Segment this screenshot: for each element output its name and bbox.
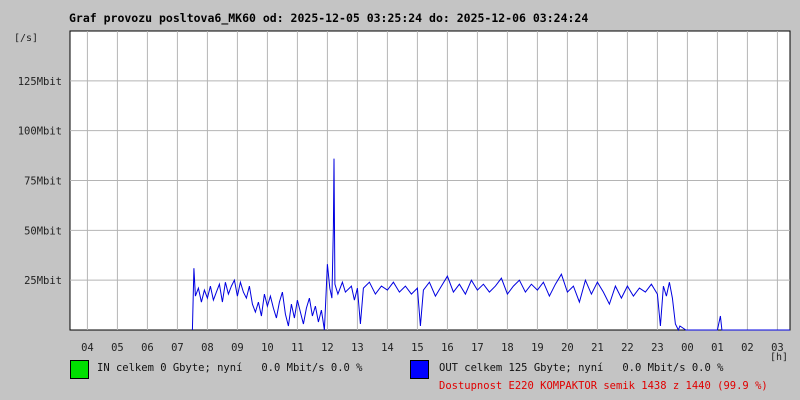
in-legend-swatch bbox=[70, 360, 89, 379]
x-tick-label: 11 bbox=[291, 342, 304, 354]
out-legend-swatch bbox=[410, 360, 429, 379]
x-axis-ticks: 04 05 06 07 08 09 10 11 12 13 14 15 16 17 18 19 20 21 22 23… bbox=[81, 342, 784, 354]
x-tick-label: 06 bbox=[141, 342, 154, 354]
out-traffic-series-line bbox=[191, 158, 790, 332]
x-tick-label: 17 bbox=[471, 342, 484, 354]
y-tick-label: 25Mbit bbox=[24, 275, 62, 287]
x-tick-label: 23 bbox=[651, 342, 664, 354]
y-tick-label: 125Mbit bbox=[18, 76, 62, 88]
y-tick-label: 50Mbit bbox=[24, 225, 62, 237]
x-tick-label: 08 bbox=[201, 342, 214, 354]
x-tick-label: 13 bbox=[351, 342, 364, 354]
y-tick-label: 75Mbit bbox=[24, 176, 62, 188]
grid-lines bbox=[70, 31, 790, 330]
x-tick-label: 19 bbox=[531, 342, 544, 354]
x-tick-label: 15 bbox=[411, 342, 424, 354]
x-tick-label: 01 bbox=[711, 342, 724, 354]
x-tick-label: 21 bbox=[591, 342, 604, 354]
x-tick-label: 02 bbox=[741, 342, 754, 354]
x-tick-label: 00 bbox=[681, 342, 694, 354]
in-legend-text: IN celkem 0 Gbyte; nyní 0.0 Mbit/s 0.0 % bbox=[97, 362, 363, 374]
x-tick-label: 16 bbox=[441, 342, 454, 354]
y-tick-label: 100Mbit bbox=[18, 126, 62, 138]
x-tick-label: 03 bbox=[771, 342, 784, 354]
y-axis-ticks: 25Mbit 50Mbit 75Mbit 100Mbit 125Mbit bbox=[18, 76, 62, 287]
chart-title: Graf provozu posltova6_MK60 od: 2025-12-… bbox=[69, 11, 589, 25]
x-tick-label: 10 bbox=[261, 342, 274, 354]
x-tick-label: 22 bbox=[621, 342, 634, 354]
x-tick-label: 07 bbox=[171, 342, 184, 354]
x-tick-label: 14 bbox=[381, 342, 394, 354]
x-tick-label: 09 bbox=[231, 342, 244, 354]
availability-text: Dostupnost E220 KOMPAKTOR semik 1438 z 1… bbox=[439, 380, 768, 392]
y-axis-unit-label: [/s] bbox=[14, 33, 38, 44]
x-tick-label: 04 bbox=[81, 342, 94, 354]
x-tick-label: 12 bbox=[321, 342, 334, 354]
out-legend-text: OUT celkem 125 Gbyte; nyní 0.0 Mbit/s 0.… bbox=[439, 362, 724, 374]
x-tick-label: 18 bbox=[501, 342, 514, 354]
x-tick-label: 20 bbox=[561, 342, 574, 354]
x-axis-unit-label: [h] bbox=[770, 352, 788, 363]
x-tick-label: 05 bbox=[111, 342, 124, 354]
